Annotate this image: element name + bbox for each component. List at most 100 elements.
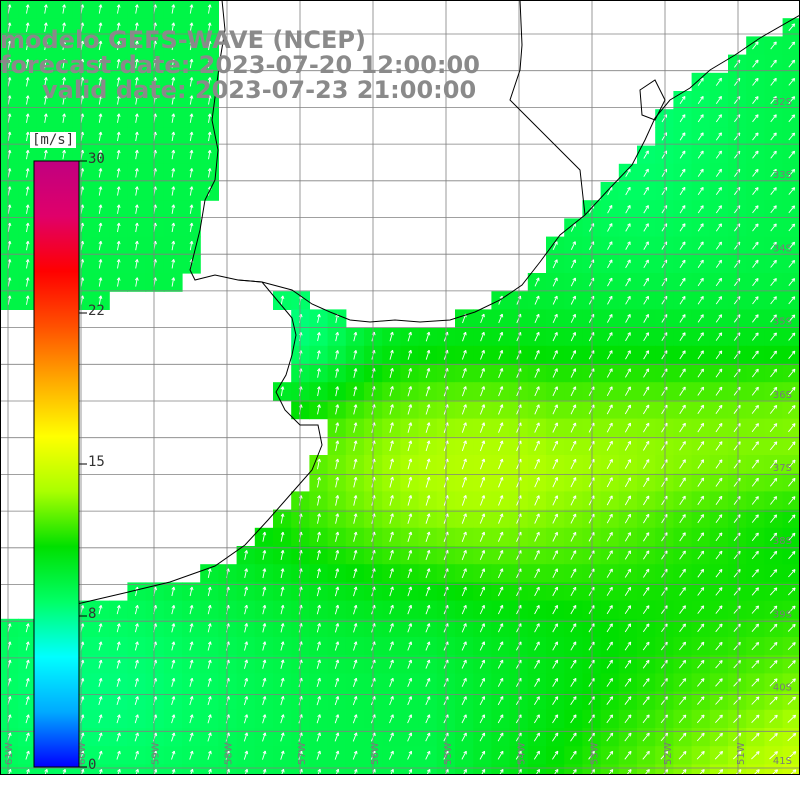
wind-arrow	[25, 186, 30, 196]
wind-arrow	[643, 295, 649, 305]
wind-arrow	[62, 77, 66, 87]
wind-arrow	[316, 313, 321, 323]
wind-arrow	[715, 132, 722, 141]
wind-arrow	[116, 186, 121, 196]
wind-arrow	[43, 4, 48, 14]
wind-arrow	[207, 58, 212, 69]
wind-arrow	[570, 259, 576, 269]
wind-arrow	[679, 259, 686, 268]
longitude-label: 55W	[443, 742, 454, 765]
wind-arrow	[25, 113, 30, 123]
wind-cell	[455, 764, 474, 775]
wind-arrow	[116, 240, 121, 251]
wind-arrow	[752, 296, 759, 305]
wind-arrow	[788, 132, 796, 141]
wind-cell	[764, 783, 783, 800]
wind-arrow	[98, 22, 103, 32]
wind-arrow	[697, 168, 704, 177]
wind-cell	[582, 783, 601, 800]
wind-cell	[346, 783, 365, 800]
wind-arrow	[752, 59, 759, 68]
wind-arrow	[189, 149, 194, 160]
wind-arrow	[98, 259, 103, 269]
wind-arrow	[697, 132, 704, 141]
wind-arrow	[116, 149, 121, 160]
wind-arrow	[43, 77, 48, 87]
wind-arrow	[353, 788, 357, 796]
wind-arrow	[299, 787, 303, 796]
wind-arrow	[770, 96, 777, 104]
wind-arrow	[715, 205, 722, 214]
wind-arrow	[207, 168, 212, 178]
wind-arrow	[588, 788, 594, 796]
wind-arrow	[389, 788, 393, 796]
wind-arrow	[770, 223, 777, 232]
wind-arrow	[62, 95, 66, 105]
wind-arrow	[552, 788, 558, 796]
wind-arrow	[99, 788, 103, 796]
wind-arrow	[751, 788, 759, 796]
wind-cell	[546, 764, 565, 775]
wind-arrow	[679, 277, 686, 287]
wind-arrow	[661, 295, 668, 305]
wind-arrow	[733, 296, 741, 305]
latitude-label: 40S	[773, 683, 792, 694]
wind-arrow	[135, 788, 139, 796]
wind-arrow	[408, 788, 412, 796]
wind-arrow	[207, 40, 212, 51]
wind-arrow	[25, 259, 30, 269]
wind-cell	[73, 783, 92, 800]
wind-arrow	[752, 205, 759, 214]
wind-arrow	[715, 114, 722, 123]
wind-arrow	[697, 205, 704, 214]
wind-arrow	[733, 788, 741, 796]
wind-arrow	[752, 168, 759, 177]
wind-arrow	[25, 22, 30, 32]
wind-cell	[145, 764, 165, 775]
wind-arrow	[43, 95, 48, 105]
wind-arrow	[171, 168, 176, 178]
wind-arrow	[262, 787, 266, 796]
wind-cell	[72, 764, 92, 775]
wind-arrow	[171, 77, 176, 87]
wind-arrow	[171, 149, 176, 160]
wind-arrow	[189, 204, 194, 214]
wind-cell	[491, 764, 511, 775]
wind-cell	[528, 783, 547, 800]
wind-arrow	[770, 77, 777, 86]
wind-cell	[473, 783, 492, 800]
wind-arrow	[98, 295, 103, 305]
wind-arrow	[116, 4, 121, 14]
wind-arrow	[770, 114, 777, 123]
wind-cell	[764, 764, 784, 775]
wind-cell	[510, 783, 529, 800]
wind-arrow	[752, 277, 759, 287]
wind-arrow	[117, 788, 121, 796]
wind-arrow	[171, 22, 176, 32]
wind-arrow	[134, 22, 139, 32]
wind-arrow	[715, 241, 722, 250]
wind-arrow	[715, 168, 722, 177]
wind-arrow	[171, 277, 176, 287]
wind-arrow	[62, 149, 66, 160]
wind-cell	[54, 764, 74, 775]
wind-arrow	[371, 788, 375, 796]
wind-arrow	[116, 58, 121, 69]
wind-cell	[783, 783, 800, 800]
wind-arrow	[134, 4, 139, 14]
wind-arrow	[171, 113, 176, 123]
wind-cell	[418, 764, 438, 775]
wind-arrow	[98, 95, 103, 105]
wind-cell	[0, 783, 19, 800]
wind-cell	[710, 783, 729, 800]
wind-arrow	[643, 186, 649, 196]
wind-arrow	[625, 259, 631, 269]
wind-cell	[127, 764, 147, 775]
wind-arrow	[171, 204, 176, 214]
wind-cell	[637, 764, 656, 775]
wind-arrow	[770, 168, 777, 177]
wind-cell	[18, 764, 37, 775]
wind-arrow	[134, 77, 139, 87]
wind-cell	[655, 783, 674, 800]
